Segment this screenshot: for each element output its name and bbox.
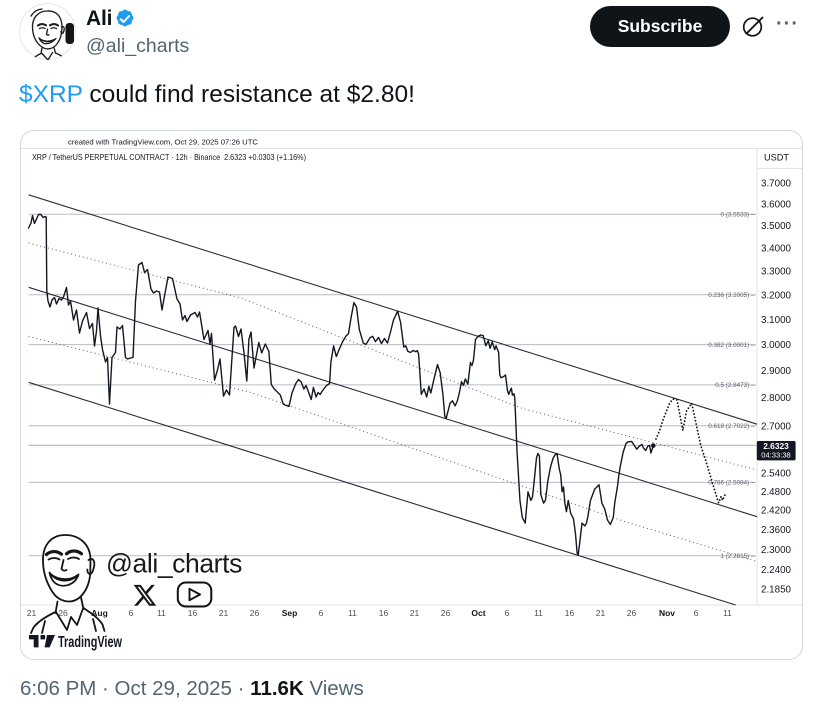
- svg-text:6: 6: [319, 608, 324, 618]
- svg-text:3.2000: 3.2000: [761, 290, 792, 301]
- svg-text:26: 26: [441, 608, 451, 618]
- svg-text:6: 6: [694, 608, 699, 618]
- svg-text:21: 21: [596, 608, 606, 618]
- svg-text:11: 11: [723, 608, 732, 618]
- svg-text:0 (3.5533) –: 0 (3.5533) –: [721, 211, 755, 218]
- svg-text:16: 16: [188, 608, 198, 618]
- svg-text:1 (2.2815) –: 1 (2.2815) –: [721, 553, 755, 560]
- svg-text:Sep: Sep: [282, 608, 298, 618]
- svg-text:Nov: Nov: [659, 608, 675, 618]
- svg-text:3.6000: 3.6000: [761, 200, 792, 211]
- svg-text:Oct: Oct: [471, 608, 485, 618]
- svg-text:2.5400: 2.5400: [761, 468, 792, 479]
- svg-text:2.4800: 2.4800: [761, 487, 792, 498]
- svg-text:26: 26: [627, 608, 637, 618]
- svg-text:16: 16: [379, 608, 389, 618]
- svg-text:3.7000: 3.7000: [761, 178, 792, 189]
- svg-text:0.618 (2.7022) –: 0.618 (2.7022) –: [708, 423, 755, 430]
- svg-text:2.9000: 2.9000: [761, 366, 792, 377]
- svg-text:2.3000: 2.3000: [761, 545, 792, 556]
- svg-text:2.8000: 2.8000: [761, 393, 792, 404]
- svg-text:3.0000: 3.0000: [761, 340, 792, 351]
- svg-text:2.1850: 2.1850: [761, 584, 792, 595]
- svg-text:3.4000: 3.4000: [761, 244, 792, 255]
- svg-text:2.6323: 2.6323: [763, 441, 789, 451]
- svg-text:Aug: Aug: [91, 608, 108, 618]
- svg-text:3.1000: 3.1000: [761, 315, 792, 326]
- svg-text:created with TradingView.com,: created with TradingView.com, Oct 29, 20…: [68, 138, 259, 147]
- svg-text:6: 6: [129, 608, 134, 618]
- svg-text:21: 21: [27, 608, 37, 618]
- svg-text:11: 11: [534, 608, 543, 618]
- svg-text:2.2400: 2.2400: [761, 565, 792, 576]
- svg-text:21: 21: [219, 608, 229, 618]
- svg-text:6: 6: [505, 608, 510, 618]
- svg-text:0.382 (3.0001) –: 0.382 (3.0001) –: [708, 342, 755, 349]
- svg-text:2.4200: 2.4200: [761, 506, 792, 517]
- svg-text:11: 11: [157, 608, 166, 618]
- svg-text:0.786 (2.5084) –: 0.786 (2.5084) –: [708, 480, 755, 487]
- svg-text:16: 16: [565, 608, 575, 618]
- svg-text:0.236 (3.2005) –: 0.236 (3.2005) –: [708, 292, 755, 299]
- svg-text:TradingView: TradingView: [58, 634, 123, 651]
- svg-text:3.3000: 3.3000: [761, 267, 792, 278]
- svg-text:USDT: USDT: [764, 153, 789, 163]
- svg-text:11: 11: [348, 608, 357, 618]
- svg-text:2.7000: 2.7000: [761, 421, 792, 432]
- svg-text:2.3600: 2.3600: [761, 525, 792, 536]
- svg-text:0.5 (2.8473) –: 0.5 (2.8473) –: [715, 382, 755, 389]
- svg-text:26: 26: [250, 608, 260, 618]
- svg-text:21: 21: [410, 608, 420, 618]
- svg-text:XRP / TetherUS PERPETUAL CONTR: XRP / TetherUS PERPETUAL CONTRACT · 12h …: [32, 153, 306, 162]
- svg-text:@ali_charts: @ali_charts: [106, 549, 242, 579]
- svg-text:04:33:38: 04:33:38: [761, 451, 791, 460]
- svg-text:3.5000: 3.5000: [761, 221, 792, 232]
- svg-text:26: 26: [58, 608, 68, 618]
